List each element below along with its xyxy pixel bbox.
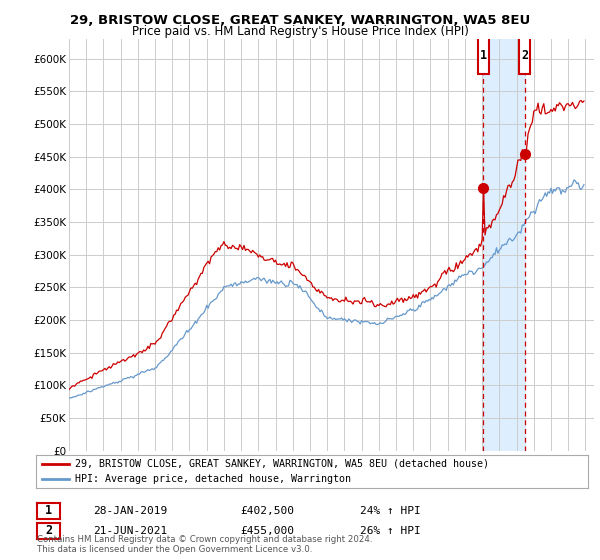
Text: Price paid vs. HM Land Registry's House Price Index (HPI): Price paid vs. HM Land Registry's House … bbox=[131, 25, 469, 38]
Text: 24% ↑ HPI: 24% ↑ HPI bbox=[360, 506, 421, 516]
FancyBboxPatch shape bbox=[519, 37, 530, 74]
Text: 26% ↑ HPI: 26% ↑ HPI bbox=[360, 526, 421, 536]
Text: Contains HM Land Registry data © Crown copyright and database right 2024.
This d: Contains HM Land Registry data © Crown c… bbox=[37, 535, 373, 554]
Bar bbox=[484, 39, 524, 451]
Text: 29, BRISTOW CLOSE, GREAT SANKEY, WARRINGTON, WA5 8EU (detached house): 29, BRISTOW CLOSE, GREAT SANKEY, WARRING… bbox=[74, 459, 488, 469]
Text: £402,500: £402,500 bbox=[240, 506, 294, 516]
Text: £455,000: £455,000 bbox=[240, 526, 294, 536]
Text: HPI: Average price, detached house, Warrington: HPI: Average price, detached house, Warr… bbox=[74, 474, 350, 484]
Text: 1: 1 bbox=[480, 49, 487, 62]
Text: 29, BRISTOW CLOSE, GREAT SANKEY, WARRINGTON, WA5 8EU: 29, BRISTOW CLOSE, GREAT SANKEY, WARRING… bbox=[70, 14, 530, 27]
Text: 28-JAN-2019: 28-JAN-2019 bbox=[93, 506, 167, 516]
FancyBboxPatch shape bbox=[478, 37, 489, 74]
Text: 21-JUN-2021: 21-JUN-2021 bbox=[93, 526, 167, 536]
Text: 1: 1 bbox=[45, 504, 52, 517]
Text: 2: 2 bbox=[45, 524, 52, 538]
Text: 2: 2 bbox=[521, 49, 528, 62]
